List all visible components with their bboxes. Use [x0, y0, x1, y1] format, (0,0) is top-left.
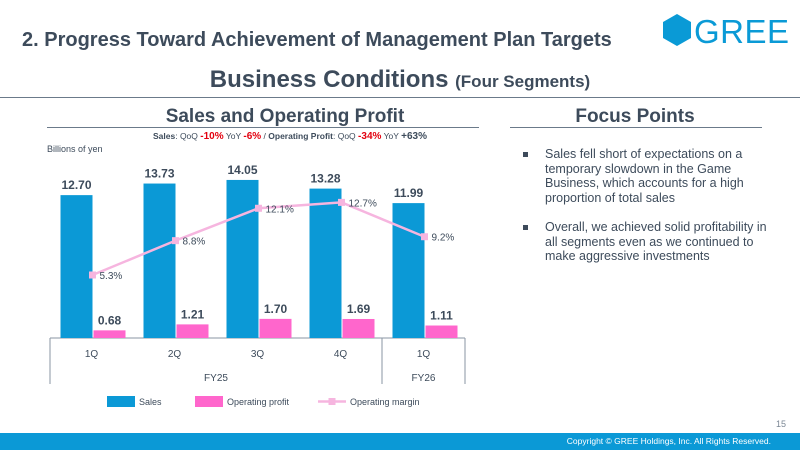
- sales-value-label: 11.99: [394, 186, 424, 200]
- growth-summary: Sales: QoQ -10% YoY -6% / Operating Prof…: [152, 131, 427, 142]
- growth-op-label: Operating Profit: [268, 131, 333, 141]
- operating-margin-label: 8.8%: [183, 237, 206, 248]
- operating-profit-value-label: 1.69: [347, 302, 371, 316]
- sales-bar: [143, 183, 176, 338]
- operating-margin-label: 9.2%: [432, 233, 455, 244]
- legend-marker-operating-margin: [328, 398, 336, 405]
- operating-margin-label: 12.7%: [349, 198, 377, 209]
- operating-margin-label: 12.1%: [266, 204, 294, 215]
- operating-margin-marker: [338, 198, 345, 206]
- focus-section-heading: Focus Points: [575, 106, 695, 127]
- operating-margin-marker: [172, 237, 179, 245]
- copyright-text: Copyright © GREE Holdings, Inc. All Righ…: [566, 436, 771, 446]
- growth-yoy-label: YoY: [225, 131, 241, 141]
- subtitle-main: Business Conditions: [209, 66, 449, 93]
- sales-profit-chart: 12.70 0.68 1Q 13.73 1.21 2Q 14.05 1.70 3Q 13.28 1.…: [49, 163, 466, 407]
- growth-sales-label: Sales: [152, 131, 176, 141]
- operating-profit-bar: [259, 318, 292, 338]
- operating-profit-bar: [176, 324, 209, 338]
- sales-bar: [392, 203, 425, 338]
- op-yoy-value: +63%: [401, 131, 427, 142]
- sales-bar: [226, 179, 259, 338]
- sales-yoy-value: -6%: [243, 131, 262, 142]
- gree-logo: GREE: [662, 13, 789, 50]
- growth-qoq-label: QoQ: [337, 131, 356, 141]
- sales-value-label: 12.70: [61, 178, 91, 192]
- header-divider: [0, 97, 800, 98]
- operating-profit-value-label: 1.70: [264, 302, 288, 316]
- growth-qoq-label: QoQ: [179, 131, 198, 141]
- op-qoq-value: -34%: [358, 131, 382, 142]
- logo-text: GREE: [694, 13, 790, 50]
- x-tick-label: 1Q: [417, 349, 431, 360]
- page-title: 2. Progress Toward Achievement of Manage…: [22, 29, 612, 51]
- sales-value-label: 13.28: [310, 172, 340, 186]
- legend-label-sales: Sales: [139, 397, 162, 407]
- growth-separator: /: [263, 131, 266, 141]
- operating-profit-value-label: 1.21: [181, 307, 205, 321]
- operating-margin-label: 5.3%: [100, 271, 123, 282]
- hexagon-icon: [663, 14, 691, 46]
- operating-profit-bar: [93, 330, 126, 338]
- focus-point: Overall, we achieved solid profitability…: [520, 220, 775, 264]
- focus-section-divider: [510, 127, 762, 128]
- focus-points-list: Sales fell short of expectations on a te…: [520, 147, 775, 279]
- page-number: 15: [776, 419, 787, 429]
- operating-profit-bar: [425, 325, 458, 338]
- unit-label: Billions of yen: [47, 144, 103, 154]
- operating-profit-value-label: 1.11: [430, 309, 453, 323]
- sales-bar: [60, 195, 93, 338]
- growth-yoy-label: YoY: [383, 131, 399, 141]
- x-group-label: FY25: [204, 373, 228, 384]
- x-tick-label: 4Q: [334, 349, 348, 360]
- x-tick-label: 3Q: [251, 349, 265, 360]
- sales-qoq-value: -10%: [200, 131, 224, 142]
- sales-value-label: 13.73: [144, 167, 174, 181]
- sales-bar: [309, 188, 342, 338]
- x-group-label: FY26: [412, 373, 436, 384]
- subtitle-small: (Four Segments): [455, 72, 591, 91]
- legend-label-operating-margin: Operating margin: [350, 397, 420, 407]
- sales-value-label: 14.05: [227, 163, 257, 177]
- operating-profit-value-label: 0.68: [98, 313, 122, 327]
- focus-point: Sales fell short of expectations on a te…: [520, 147, 775, 205]
- legend-label-operating-profit: Operating profit: [227, 397, 290, 407]
- footer-bar: Copyright © GREE Holdings, Inc. All Righ…: [0, 433, 800, 450]
- chart-section-heading: Sales and Operating Profit: [165, 106, 405, 127]
- operating-profit-bar: [342, 318, 375, 338]
- x-tick-label: 1Q: [85, 349, 99, 360]
- operating-margin-marker: [255, 204, 262, 212]
- chart-section-divider: [47, 127, 479, 128]
- legend-swatch-sales: [107, 396, 135, 407]
- legend-swatch-operating-profit: [195, 396, 223, 407]
- operating-margin-marker: [89, 271, 96, 279]
- x-tick-label: 2Q: [168, 349, 182, 360]
- slide-subtitle: Business Conditions (Four Segments): [0, 66, 800, 94]
- operating-margin-marker: [421, 233, 428, 241]
